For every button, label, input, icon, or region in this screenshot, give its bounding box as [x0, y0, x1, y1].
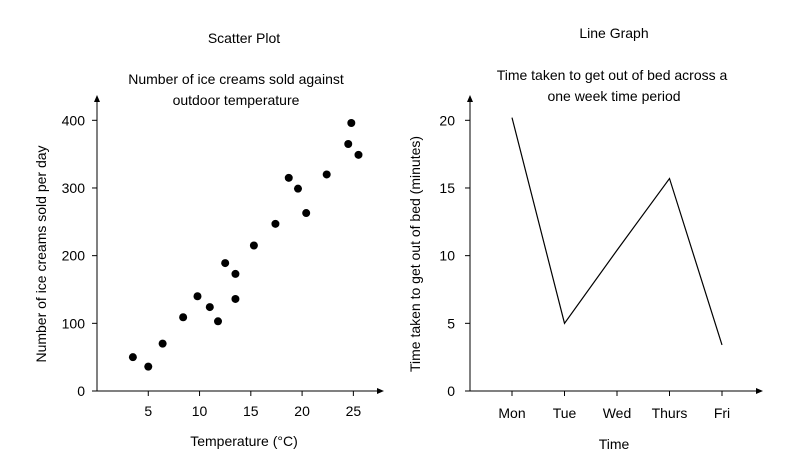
line-y-ticks: 0 5 10 15 20	[439, 112, 470, 399]
scatter-point	[322, 170, 331, 179]
scatter-point	[284, 173, 293, 182]
scatter-point	[231, 294, 240, 303]
scatter-y-axis-label: Number of ice creams sold per day	[33, 145, 49, 362]
scatter-panel: Scatter Plot Number of ice creams sold a…	[33, 30, 384, 449]
line-y-axis-label: Time taken to get out of bed (minutes)	[407, 136, 423, 372]
line-y-axis-arrow	[467, 95, 473, 102]
scatter-point	[158, 339, 167, 348]
scatter-x-ticks: 5 10 15 20 25	[144, 391, 361, 419]
line-x-ticks: Mon Tue Wed Thurs Fri	[498, 391, 730, 421]
line-panel: Line Graph Time taken to get out of bed …	[407, 25, 763, 452]
scatter-point	[221, 259, 230, 268]
scatter-points	[128, 119, 363, 371]
line-y-tick-label: 20	[439, 112, 455, 128]
line-x-tick-label: Wed	[603, 405, 632, 421]
scatter-y-tick-label: 100	[62, 315, 86, 331]
scatter-title-line-2: outdoor temperature	[173, 92, 300, 108]
scatter-point	[347, 119, 356, 128]
scatter-point	[214, 317, 223, 326]
scatter-point	[293, 184, 302, 193]
scatter-point	[249, 241, 258, 250]
scatter-x-axis-arrow	[377, 388, 384, 394]
scatter-point	[302, 209, 311, 218]
scatter-x-tick-label: 10	[192, 403, 208, 419]
scatter-point	[179, 313, 188, 322]
line-title-line-2: one week time period	[547, 88, 680, 104]
scatter-point	[344, 139, 353, 148]
scatter-point	[128, 353, 137, 362]
scatter-x-tick-label: 15	[243, 403, 259, 419]
scatter-y-tick-label: 300	[62, 180, 86, 196]
scatter-point	[205, 303, 214, 312]
line-title-line-1: Time taken to get out of bed across a	[497, 67, 728, 83]
scatter-point	[354, 150, 363, 159]
scatter-y-tick-label: 400	[62, 112, 86, 128]
scatter-title-line-1: Number of ice creams sold against	[128, 71, 344, 87]
line-y-tick-label: 15	[439, 180, 455, 196]
scatter-point	[231, 269, 240, 278]
scatter-heading: Scatter Plot	[208, 30, 280, 46]
scatter-y-ticks: 0 100 200 300 400	[62, 112, 97, 399]
line-heading: Line Graph	[579, 25, 648, 41]
scatter-y-axis-arrow	[94, 95, 100, 102]
line-y-tick-label: 5	[447, 315, 455, 331]
line-x-axis-label: Time	[599, 436, 630, 452]
line-x-tick-label: Fri	[714, 405, 730, 421]
line-series-layer	[511, 117, 723, 346]
scatter-x-axis-label: Temperature (°C)	[190, 433, 298, 449]
line-series	[511, 117, 723, 346]
line-x-axis-arrow	[756, 388, 763, 394]
line-x-tick-label: Thurs	[652, 405, 688, 421]
scatter-x-tick-label: 25	[346, 403, 362, 419]
scatter-point	[271, 219, 280, 228]
line-x-tick-label: Mon	[498, 405, 525, 421]
scatter-y-tick-label: 0	[77, 383, 85, 399]
line-x-tick-label: Tue	[553, 405, 577, 421]
scatter-point	[193, 292, 202, 301]
scatter-x-tick-label: 5	[144, 403, 152, 419]
line-y-tick-label: 0	[447, 383, 455, 399]
scatter-point	[144, 362, 153, 371]
scatter-y-tick-label: 200	[62, 248, 86, 264]
scatter-x-tick-label: 20	[294, 403, 310, 419]
line-y-tick-label: 10	[439, 248, 455, 264]
